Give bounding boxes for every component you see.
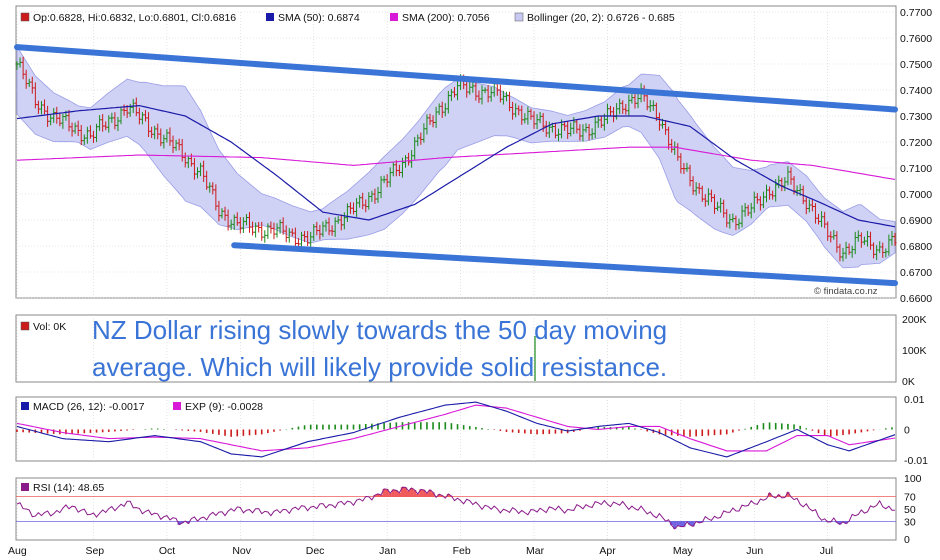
volume-tick-label: 200K	[902, 314, 927, 326]
price-legend: Op:0.6828, Hi:0.6832, Lo:0.6801, Cl:0.68…	[20, 12, 675, 24]
price-tick-label: 0.6700	[900, 267, 932, 279]
price-panel-frame	[15, 5, 897, 299]
rsi-panel-frame	[15, 477, 897, 541]
month-tick-label: Jun	[746, 545, 763, 557]
price-tick-label: 0.6900	[900, 215, 932, 227]
volume-tick-label: 0K	[902, 376, 915, 388]
exp-legend-text: EXP (9): -0.0028	[185, 401, 263, 413]
rsi-tick-label: 70	[904, 492, 916, 504]
volume-legend-swatch	[20, 321, 30, 331]
x-axis-ticks: Aug Sep Oct Nov Dec Jan Feb Mar Apr May Jun Jul	[8, 545, 833, 557]
macd-tick-label: -0.01	[904, 455, 928, 467]
moving-averages	[16, 104, 896, 228]
annotation-line-2: average. Which will likely provide solid…	[92, 352, 667, 382]
bollinger-legend-text: Bollinger (20, 2): 0.6726 - 0.685	[527, 12, 675, 24]
watermark: © findata.co.nz	[814, 286, 878, 297]
price-tick-label: 0.7300	[900, 111, 932, 123]
macd-series	[16, 401, 896, 458]
price-tick-label: 0.6800	[900, 241, 932, 253]
rsi-tick-label: 100	[904, 473, 922, 485]
price-tick-label: 0.7500	[900, 59, 932, 71]
month-tick-label: Oct	[159, 545, 175, 557]
macd-tick-label: 0	[904, 425, 910, 437]
rsi-legend-swatch	[21, 483, 29, 491]
ohlc-legend-swatch	[20, 12, 30, 22]
month-tick-label: Jan	[379, 545, 396, 557]
sma50-legend-text: SMA (50): 0.6874	[278, 12, 360, 24]
month-tick-label: Apr	[599, 545, 616, 557]
rsi-tick-label: 0	[904, 534, 910, 546]
price-tick-label: 0.7700	[900, 7, 932, 19]
month-tick-label: Nov	[232, 545, 251, 557]
volume-tick-label: 100K	[902, 345, 927, 357]
month-tick-label: Aug	[8, 545, 27, 557]
sma200-line	[16, 146, 896, 180]
price-tick-label: 0.7400	[900, 85, 932, 97]
macd-legend-swatch	[21, 402, 29, 410]
macd-tick-label: 0.01	[904, 394, 925, 406]
macd-legend-text: MACD (26, 12): -0.0017	[33, 401, 145, 413]
y-axis-ticks: 0.7700 0.7600 0.7500 0.7400 0.7300 0.7200 0.71…	[900, 7, 932, 546]
month-tick-label: Jul	[820, 545, 833, 557]
month-tick-label: May	[673, 545, 694, 557]
bollinger-legend-swatch	[514, 12, 524, 22]
rsi-tick-label: 30	[904, 516, 916, 528]
rsi-tick-label: 50	[904, 504, 916, 516]
sma200-legend-text: SMA (200): 0.7056	[402, 12, 490, 24]
ohlc-legend-text: Op:0.6828, Hi:0.6832, Lo:0.6801, Cl:0.68…	[33, 12, 236, 24]
price-tick-label: 0.7600	[900, 33, 932, 45]
grid-lines	[16, 11, 896, 540]
rsi-legend-text: RSI (14): 48.65	[33, 482, 104, 494]
month-tick-label: Mar	[526, 545, 545, 557]
price-tick-label: 0.7000	[900, 189, 932, 201]
annotation-line-1: NZ Dollar rising slowly towards the 50 d…	[92, 315, 667, 345]
volume-legend-text: Vol: 0K	[33, 321, 66, 333]
month-tick-label: Feb	[453, 545, 471, 557]
rsi-series	[16, 486, 895, 530]
macd-line	[16, 401, 896, 458]
rsi-line	[16, 486, 895, 530]
exp-legend-swatch	[173, 402, 181, 410]
month-tick-label: Sep	[85, 545, 104, 557]
volume-panel-frame	[15, 314, 897, 383]
month-tick-label: Dec	[306, 545, 325, 557]
trend-channel	[14, 44, 898, 287]
upper-trendline	[14, 44, 898, 113]
price-tick-label: 0.7100	[900, 163, 932, 175]
sma200-legend-swatch	[390, 13, 398, 21]
price-tick-label: 0.6600	[900, 293, 932, 305]
sma50-line	[16, 104, 896, 228]
price-tick-label: 0.7200	[900, 137, 932, 149]
price-bars	[15, 56, 897, 262]
lower-trendline	[231, 242, 898, 287]
macd-panel-frame	[15, 396, 897, 462]
exp-line	[16, 404, 896, 452]
sma50-legend-swatch	[266, 13, 274, 21]
